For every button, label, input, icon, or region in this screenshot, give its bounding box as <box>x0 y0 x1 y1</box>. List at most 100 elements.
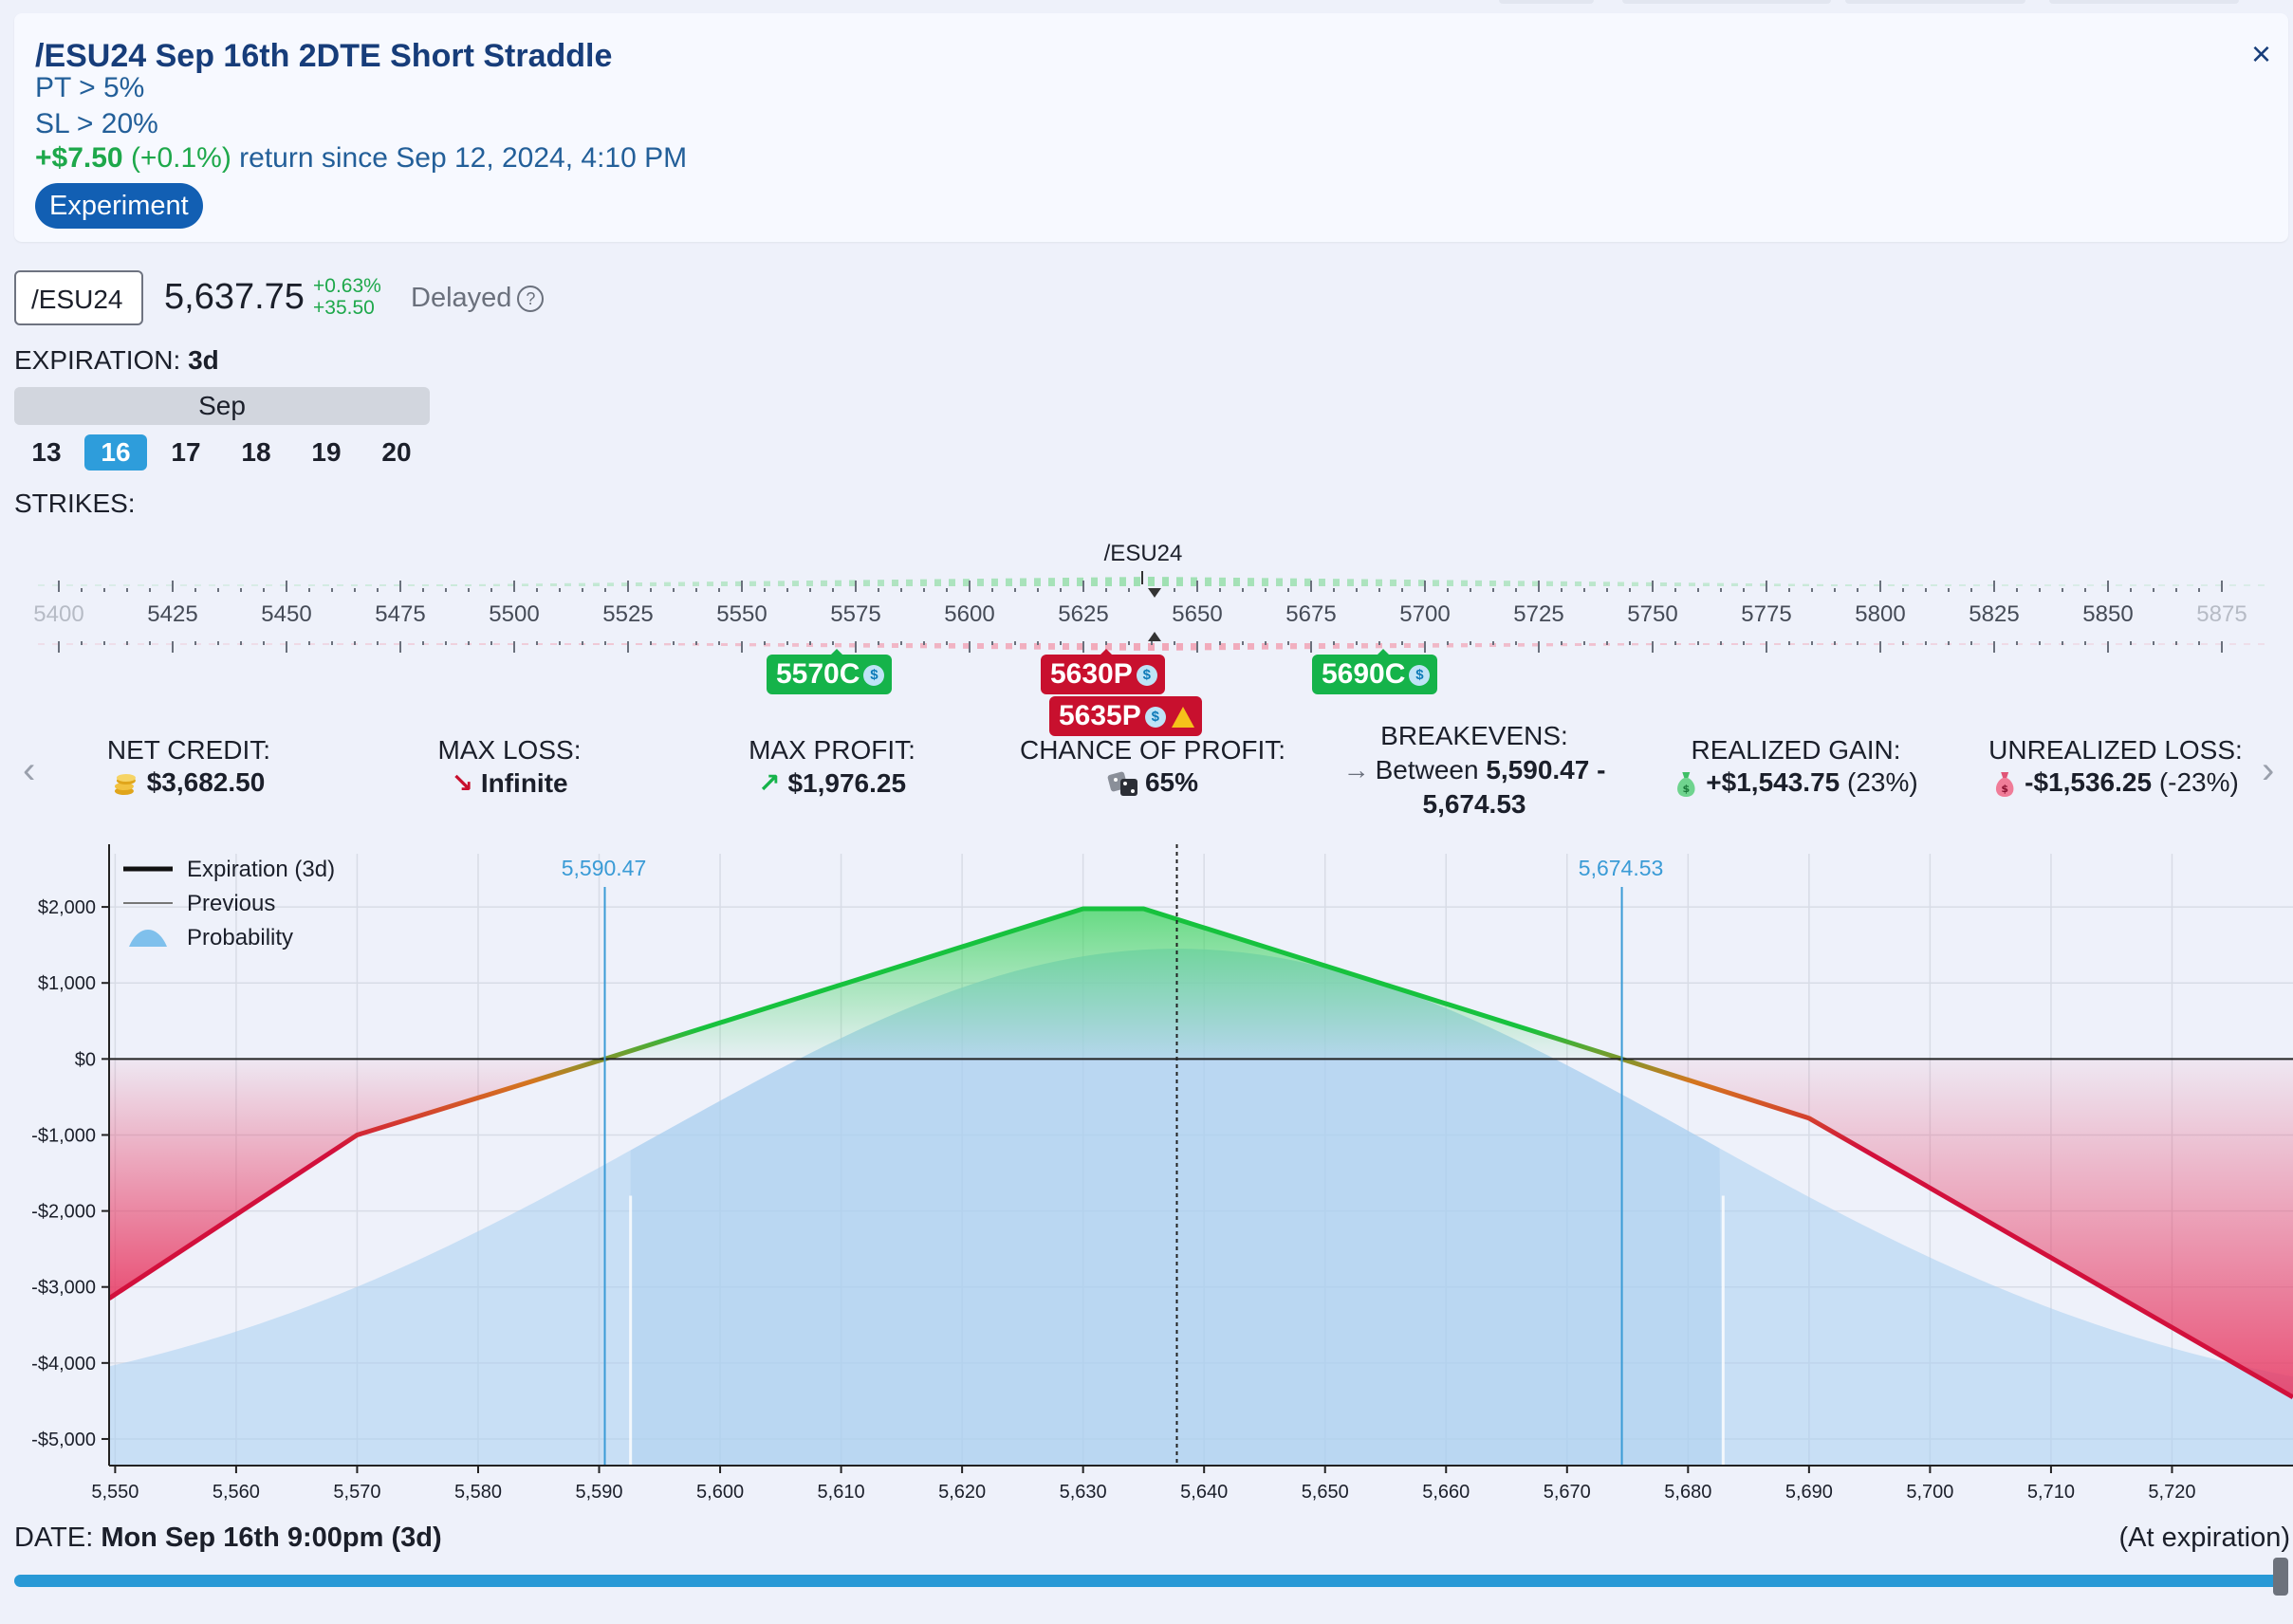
leg-5630p[interactable]: 5630P $ <box>1041 655 1165 694</box>
svg-text:$: $ <box>2001 783 2008 795</box>
call-volume-bar <box>166 584 173 586</box>
call-volume-bar <box>280 584 287 586</box>
put-volume-bar <box>1632 643 1638 646</box>
chance-of-profit-stat: CHANCE OF PROFIT: 65% <box>1020 735 1285 798</box>
put-volume-bar <box>1219 643 1226 651</box>
leg-5690c[interactable]: 5690C $ <box>1312 655 1438 694</box>
put-volume-bar <box>451 643 457 645</box>
return-pct: (+0.1%) <box>130 142 231 174</box>
call-volume-bar <box>1376 579 1382 586</box>
strike-label: 5400 <box>33 601 84 627</box>
call-volume-bar <box>1020 578 1026 586</box>
put-volume-bar <box>1176 643 1183 651</box>
call-volume-bar <box>1447 580 1453 586</box>
strike-ruler[interactable]: /ESU24 5400 5425 5450 5475 5500 5525 5550 5575 5… <box>0 531 2293 736</box>
put-volume-bar <box>1788 643 1795 645</box>
call-volume-bar <box>1746 583 1752 586</box>
call-volume-bar <box>1162 577 1169 586</box>
profit-target: PT > 5% <box>35 72 145 103</box>
leg-5635p[interactable]: 5635P $ <box>1049 696 1202 736</box>
put-volume-bar <box>593 643 600 645</box>
put-volume-bar <box>1390 643 1396 649</box>
net-credit-label: NET CREDIT: <box>106 735 271 765</box>
payoff-chart[interactable]: 5,590.47 5,674.53 $2,000 $1,000 $0 -$1,000 -$2… <box>0 844 2293 1518</box>
x-tick-label: 5,720 <box>2148 1482 2195 1503</box>
call-volume-bar <box>2030 584 2037 586</box>
call-volume-bar <box>1831 584 1838 586</box>
legend-label: Expiration (3d) <box>187 857 335 882</box>
put-volume-bar <box>1304 643 1311 650</box>
call-volume-bar <box>878 580 884 586</box>
leg-5570c-label: 5570C <box>776 658 860 690</box>
put-volume-bar <box>1731 643 1738 645</box>
max-profit-label: MAX PROFIT: <box>749 735 915 765</box>
strike-label: 5625 <box>1058 601 1109 627</box>
put-volume-bar <box>1803 643 1809 645</box>
call-volume-bar <box>963 579 970 586</box>
put-volume-bar <box>1077 643 1083 651</box>
help-icon[interactable]: ? <box>517 286 545 313</box>
call-volume-bar <box>2144 584 2151 586</box>
strike-label: 5800 <box>1855 601 1906 627</box>
call-volume-bar <box>1589 581 1596 586</box>
symbol-input[interactable]: /ESU24 <box>14 270 143 325</box>
put-volume-bar <box>1888 643 1895 645</box>
leg-5570c[interactable]: 5570C $ <box>767 655 893 694</box>
breakeven-high: 5,674.53 <box>1422 789 1526 819</box>
call-volume-bar <box>792 581 799 586</box>
put-volume-bar <box>1817 643 1823 645</box>
change-abs: +35.50 <box>313 297 375 319</box>
legend-probability-swatch <box>129 930 167 947</box>
put-volume-bar <box>920 643 927 649</box>
call-volume-bar <box>2229 584 2236 586</box>
call-volume-bar <box>1034 578 1041 586</box>
x-tick-label: 5,690 <box>1785 1482 1833 1503</box>
put-volume-bar <box>678 643 685 646</box>
expiration-value: 3d <box>188 345 219 375</box>
call-volume-bar <box>1931 584 1937 586</box>
close-icon[interactable]: × <box>2250 34 2271 73</box>
put-volume-bar <box>1874 643 1880 645</box>
dollar-coin-icon: $ <box>1136 665 1157 687</box>
day-19[interactable]: 19 <box>311 437 342 467</box>
chart-legend: Expiration (3d) Previous Probability <box>123 857 335 950</box>
stats-prev-arrow[interactable]: ‹ <box>23 749 36 791</box>
put-volume-bar <box>2158 643 2165 645</box>
strike-label: 5500 <box>489 601 540 627</box>
date-slider-thumb[interactable] <box>2273 1558 2288 1596</box>
put-volume-bar <box>365 643 372 645</box>
x-tick-label: 5,570 <box>333 1482 380 1503</box>
put-volume-bar <box>2229 643 2236 645</box>
call-volume-bar <box>1888 584 1895 586</box>
call-volume-bar <box>1575 581 1581 586</box>
put-volume-bar <box>2130 643 2136 645</box>
call-volume-bar <box>209 584 215 586</box>
stop-loss: SL > 20% <box>35 108 158 139</box>
day-13[interactable]: 13 <box>31 437 62 467</box>
put-volume-bar <box>621 643 628 645</box>
call-volume-bar <box>1475 580 1482 586</box>
call-volume-bar <box>1105 577 1112 586</box>
call-volume-bar <box>1803 583 1809 586</box>
day-16[interactable]: 16 <box>84 434 147 471</box>
date-slider-track[interactable] <box>14 1575 2284 1587</box>
put-volume-bar <box>493 643 500 645</box>
day-17[interactable]: 17 <box>171 437 201 467</box>
call-volume-bar <box>1874 584 1880 586</box>
call-volume-bar <box>1546 581 1553 586</box>
day-20[interactable]: 20 <box>381 437 412 467</box>
net-credit-value: $3,682.50 <box>146 767 266 797</box>
call-volume-bar <box>294 584 301 586</box>
month-bar[interactable]: Sep <box>14 387 430 425</box>
day-18[interactable]: 18 <box>241 437 271 467</box>
put-volume-bar <box>1988 643 1994 645</box>
experiment-badge[interactable]: Experiment <box>35 183 203 229</box>
dollar-coin-icon: $ <box>1144 707 1166 729</box>
x-tick-label: 5,650 <box>1302 1482 1349 1503</box>
call-volume-bar <box>1945 584 1951 586</box>
call-volume-bar <box>1290 578 1297 586</box>
stats-next-arrow[interactable]: › <box>2262 749 2275 791</box>
call-volume-bar <box>479 583 486 586</box>
put-volume-bar <box>1091 643 1098 651</box>
return-line: +$7.50 (+0.1%) return since Sep 12, 2024… <box>35 142 687 175</box>
